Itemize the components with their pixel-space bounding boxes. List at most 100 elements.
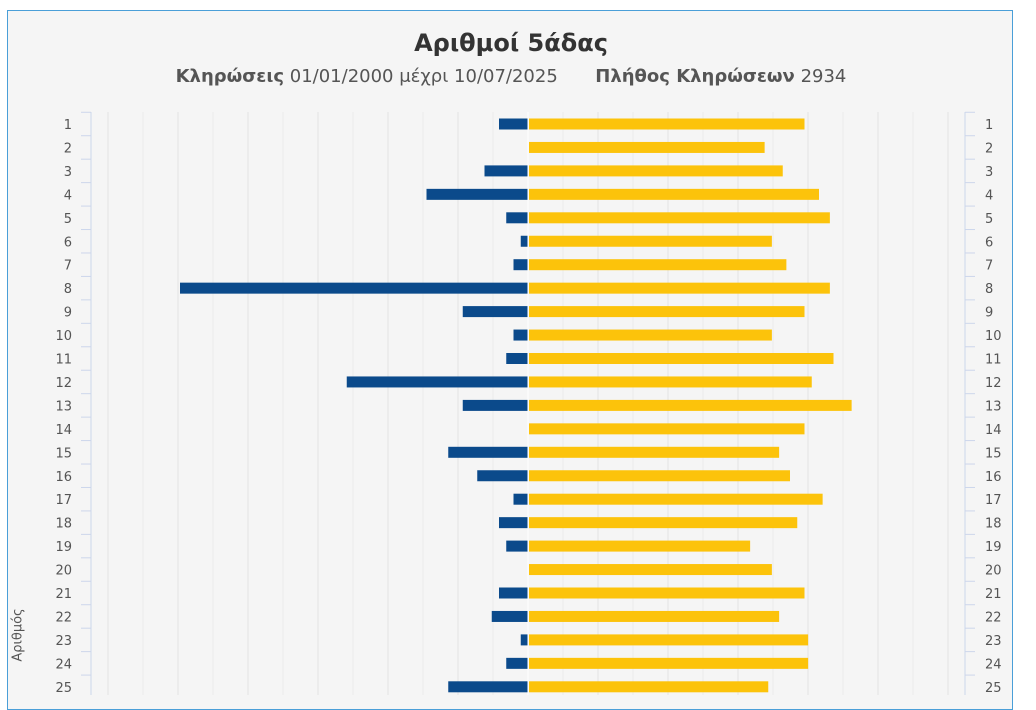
bar [529, 634, 809, 646]
bar [529, 540, 751, 552]
bar [529, 141, 765, 153]
date-range: 01/01/2000 μέχρι 10/07/2025 [289, 66, 558, 87]
bar [462, 306, 528, 318]
y-tick-label-left: 12 [55, 376, 72, 391]
bar [529, 564, 772, 576]
y-tick-label-left: 13 [55, 399, 72, 414]
y-tick-label-left: 10 [55, 329, 72, 344]
y-tick-label-left: 23 [55, 634, 72, 649]
y-tick-label-right: 6 [985, 235, 993, 250]
y-tick-label-right: 25 [985, 681, 1002, 695]
y-tick-label-right: 4 [985, 188, 993, 203]
bar [520, 235, 528, 247]
y-tick-label-left: 5 [64, 212, 72, 227]
bar [529, 282, 830, 294]
bar [529, 470, 790, 482]
bar [529, 118, 805, 130]
bar [506, 353, 528, 364]
y-tick-label-right: 9 [985, 306, 993, 321]
bar [180, 282, 528, 294]
y-tick-label-right: 8 [985, 282, 993, 297]
bar [529, 681, 769, 693]
y-tick-label-right: 22 [985, 610, 1002, 625]
bar [448, 446, 528, 458]
y-tick-label-right: 2 [985, 141, 993, 156]
y-tick-label-right: 13 [985, 399, 1002, 414]
y-tick-label-left: 14 [55, 423, 72, 438]
bar [529, 493, 823, 505]
y-tick-label-right: 16 [985, 470, 1002, 485]
bar [426, 188, 528, 200]
y-tick-label-right: 1 [985, 118, 993, 133]
draws-label: Κληρώσεις [175, 66, 285, 87]
y-tick-label-left: 18 [55, 517, 72, 532]
bar [529, 353, 834, 364]
bar [448, 681, 528, 693]
bar [477, 470, 528, 482]
draws-count-value: 2934 [800, 66, 847, 87]
y-tick-label-right: 19 [985, 540, 1002, 555]
y-tick-label-left: 2 [64, 141, 72, 156]
bar [529, 517, 798, 529]
y-tick-label-left: 24 [55, 657, 72, 672]
bar [484, 165, 528, 177]
bar [529, 399, 852, 411]
chart-subtitle: Κληρώσεις 01/01/2000 μέχρι 10/07/2025 Πλ… [8, 66, 1014, 87]
bar [499, 587, 528, 599]
bar [529, 212, 830, 224]
bar [499, 118, 528, 130]
y-tick-label-right: 24 [985, 657, 1002, 672]
y-tick-label-left: 17 [55, 493, 72, 508]
y-tick-label-right: 3 [985, 165, 993, 180]
y-tick-label-right: 7 [985, 259, 993, 274]
bar [529, 188, 819, 200]
bar [529, 235, 772, 247]
y-tick-label-right: 21 [985, 587, 1002, 602]
bar [529, 376, 812, 388]
y-tick-label-left: 25 [55, 681, 72, 695]
y-tick-label-left: 9 [64, 306, 72, 321]
y-tick-label-right: 15 [985, 446, 1002, 461]
y-tick-label-right: 23 [985, 634, 1002, 649]
y-tick-label-right: 5 [985, 212, 993, 227]
y-tick-label-left: 21 [55, 587, 72, 602]
bar [513, 259, 528, 271]
bar [529, 306, 805, 318]
y-tick-label-left: 8 [64, 282, 72, 297]
y-axis-label: Αριθμός [10, 608, 26, 662]
y-tick-label-left: 6 [64, 235, 72, 250]
bar [529, 610, 780, 622]
bar [520, 634, 528, 646]
y-tick-label-left: 15 [55, 446, 72, 461]
y-tick-label-left: 4 [64, 188, 72, 203]
y-tick-label-left: 1 [64, 118, 72, 133]
bar [529, 329, 772, 341]
bar [499, 517, 528, 529]
chart-title: Αριθμοί 5άδας [414, 29, 608, 57]
y-tick-label-left: 19 [55, 540, 72, 555]
y-tick-label-right: 14 [985, 423, 1002, 438]
y-tick-label-right: 11 [985, 353, 1002, 368]
draws-count-label: Πλήθος Κληρώσεων [595, 66, 795, 87]
bar [529, 446, 780, 458]
y-tick-label-right: 18 [985, 517, 1002, 532]
y-tick-label-left: 20 [55, 564, 72, 579]
bar [462, 399, 528, 411]
bar [529, 657, 809, 669]
y-tick-label-right: 17 [985, 493, 1002, 508]
bar [513, 493, 528, 505]
bar [346, 376, 528, 388]
y-tick-label-left: 16 [55, 470, 72, 485]
y-tick-label-left: 3 [64, 165, 72, 180]
bar [506, 212, 528, 224]
bar [491, 610, 528, 622]
y-tick-label-left: 22 [55, 610, 72, 625]
bar [513, 329, 528, 341]
bar [529, 165, 783, 177]
y-tick-label-right: 12 [985, 376, 1002, 391]
y-tick-label-right: 10 [985, 329, 1002, 344]
bar [529, 587, 805, 599]
bar [506, 657, 528, 669]
y-tick-label-left: 7 [64, 259, 72, 274]
